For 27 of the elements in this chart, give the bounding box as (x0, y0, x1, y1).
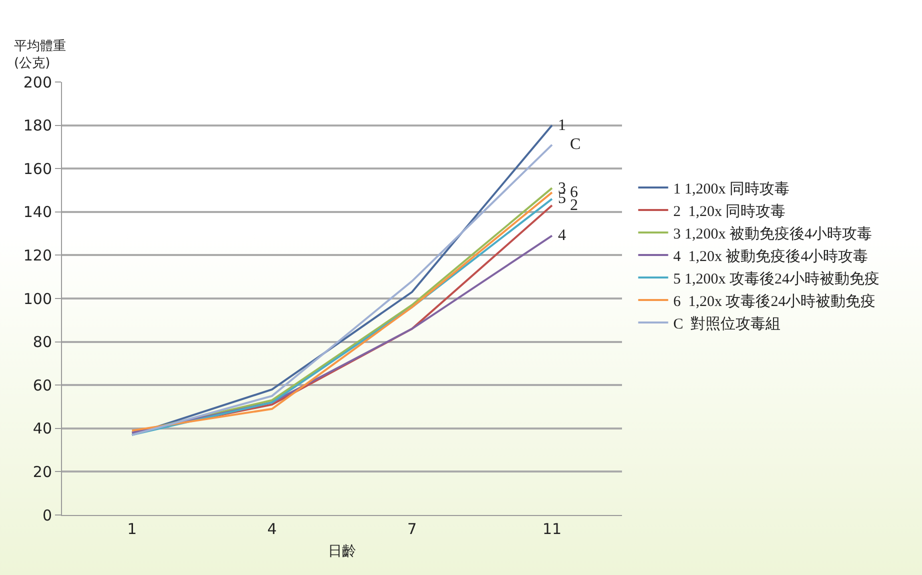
y-tick-label: 140 (23, 203, 52, 222)
y-axis-title: 平均體重 (公克) (14, 39, 66, 71)
y-tick-label: 40 (32, 420, 52, 438)
y-tick-label: 120 (23, 246, 52, 264)
y-tick-label: 160 (23, 160, 52, 178)
y-tick-label: 20 (32, 462, 52, 481)
annotation: 4 (558, 227, 566, 244)
legend-label: C 對照位攻毒組 (673, 315, 781, 332)
legend-label: 6 1,20x 攻毒後24小時被動免疫 (673, 292, 876, 310)
y-tick-label: 60 (32, 376, 52, 394)
annotation: 1 (558, 117, 566, 134)
y-tick-label: 200 (23, 73, 52, 92)
x-tick-label: 1 (127, 520, 137, 538)
legend-label: 2 1,20x 同時攻毒 (673, 202, 786, 220)
y-tick-label: 100 (23, 290, 52, 308)
x-tick-label: 4 (267, 520, 277, 538)
y-tick-label: 80 (32, 333, 52, 352)
x-tick-label: 7 (407, 520, 417, 538)
annotation: C (570, 136, 581, 153)
legend-label: 5 1,200x 攻毒後24小時被動免疫 (673, 270, 880, 288)
y-tick-label: 0 (42, 506, 52, 524)
x-axis-title: 日齡 (328, 543, 356, 560)
y-tick-label: 180 (23, 116, 52, 135)
legend-label: 3 1,200x 被動免疫後4小時攻毒 (673, 225, 872, 242)
x-tick-label: 11 (542, 520, 562, 538)
legend-label: 1 1,200x 同時攻毒 (673, 180, 790, 198)
legend-label: 4 1,20x 被動免疫後4小時攻毒 (673, 248, 868, 265)
